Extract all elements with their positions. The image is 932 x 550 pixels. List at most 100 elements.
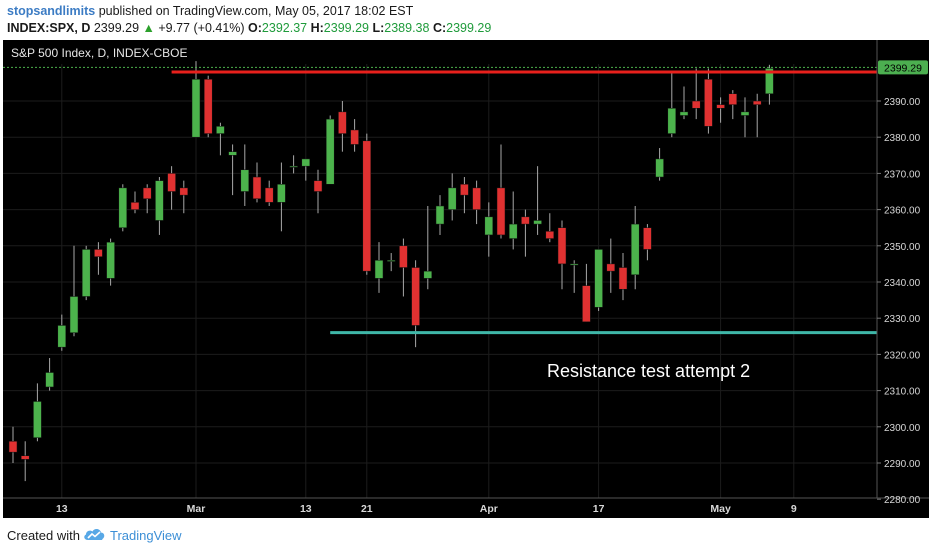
candle — [130, 191, 140, 214]
candle — [716, 97, 725, 123]
candle — [435, 195, 445, 235]
y-tick-label: 2290.00 — [884, 459, 921, 470]
candle — [264, 180, 274, 206]
candle-body — [399, 245, 408, 268]
candle — [277, 162, 286, 232]
candle-body — [106, 241, 115, 279]
chart-area[interactable]: 2280.00 2290.00 2300.00 2310.00 2320.00 2330.… — [3, 40, 929, 518]
candle — [8, 426, 18, 463]
candle-body — [533, 220, 542, 225]
candle-body — [496, 187, 506, 236]
candle-body — [277, 184, 286, 203]
candle-body — [167, 173, 176, 192]
candle-body — [203, 79, 213, 134]
candle-body — [191, 79, 201, 138]
candle — [338, 101, 347, 152]
candle — [118, 184, 128, 232]
candle — [20, 441, 30, 482]
x-tick-label: 9 — [791, 503, 797, 515]
candle-body — [313, 180, 323, 192]
candle — [752, 93, 762, 138]
candle-body — [20, 455, 30, 460]
candle — [350, 119, 359, 152]
candle-body — [606, 263, 616, 272]
candle-body — [386, 260, 396, 262]
candle — [679, 86, 689, 120]
time-axis[interactable] — [3, 498, 929, 518]
candle-body — [716, 104, 725, 109]
candle — [521, 209, 530, 257]
low-value: 2389.38 — [384, 21, 430, 35]
candle — [216, 122, 225, 156]
x-tick-label: 13 — [300, 503, 312, 515]
candles — [8, 61, 774, 482]
candle — [142, 184, 152, 214]
candle-body — [704, 79, 713, 127]
candle — [191, 61, 201, 138]
candle-body — [630, 223, 640, 276]
candle-body — [179, 187, 189, 196]
candle-body — [8, 441, 18, 453]
candle — [594, 249, 603, 311]
candle — [557, 220, 567, 290]
publish-line: stopsandlimits published on TradingView.… — [7, 4, 413, 18]
candle-body — [411, 267, 420, 326]
candle-body — [728, 93, 738, 105]
candle — [728, 90, 738, 120]
change-arrow-icon: ▲ — [142, 21, 155, 35]
candle — [691, 68, 701, 120]
candle — [667, 72, 677, 138]
tradingview-brand[interactable]: TradingView — [110, 528, 182, 543]
candle-body — [240, 169, 250, 192]
candle-body — [667, 107, 677, 134]
y-axis-ticks: 2280.00 2290.00 2300.00 2310.00 2320.00 2330.… — [877, 97, 921, 506]
candle — [374, 242, 384, 293]
y-tick-label: 2370.00 — [884, 169, 921, 180]
trend-lines — [171, 70, 877, 335]
x-axis-ticks: 13 Mar 13 21 Apr 17 May 9 — [56, 503, 797, 515]
chart-background — [3, 40, 929, 518]
candle-body — [594, 249, 603, 308]
candle-body — [460, 184, 469, 196]
candle — [325, 115, 335, 185]
chart-header: stopsandlimits published on TradingView.… — [0, 0, 932, 40]
candle-body — [374, 260, 384, 279]
candle-body — [81, 249, 91, 297]
candle — [618, 253, 628, 301]
last-price-tag-label: 2399.29 — [884, 62, 922, 74]
candle — [447, 173, 457, 221]
candle — [423, 205, 433, 290]
y-tick-label: 2340.00 — [884, 278, 921, 289]
candle — [606, 238, 616, 293]
candle — [362, 133, 372, 275]
candle-body — [289, 165, 298, 168]
y-tick-label: 2380.00 — [884, 133, 921, 144]
x-tick-label: 17 — [593, 503, 605, 515]
candle — [655, 148, 664, 181]
candle-body — [752, 100, 762, 105]
y-tick-label: 2300.00 — [884, 423, 921, 434]
candle-body — [447, 187, 457, 210]
y-tick-label: 2390.00 — [884, 97, 921, 108]
candle — [167, 166, 176, 210]
candle-body — [691, 100, 701, 109]
price-axis[interactable] — [877, 40, 929, 518]
candle — [569, 260, 579, 293]
author-link[interactable]: stopsandlimits — [7, 4, 96, 18]
candle-body — [362, 140, 372, 272]
y-tick-label: 2360.00 — [884, 206, 921, 217]
candle-body — [228, 151, 237, 156]
tradingview-cloud-icon[interactable] — [82, 526, 106, 542]
candle-body — [57, 325, 67, 348]
candle-body — [508, 223, 518, 239]
open-label: O: — [248, 21, 262, 35]
candle-body — [740, 111, 750, 116]
candle-body — [435, 205, 445, 225]
candlestick-chart[interactable]: 2280.00 2290.00 2300.00 2310.00 2320.00 2330.… — [3, 40, 929, 518]
open-value: 2392.37 — [261, 21, 308, 35]
candle — [545, 213, 555, 243]
candle-body — [545, 231, 555, 239]
candle — [704, 68, 713, 134]
x-tick-label: Apr — [480, 503, 498, 515]
candle — [252, 162, 262, 203]
